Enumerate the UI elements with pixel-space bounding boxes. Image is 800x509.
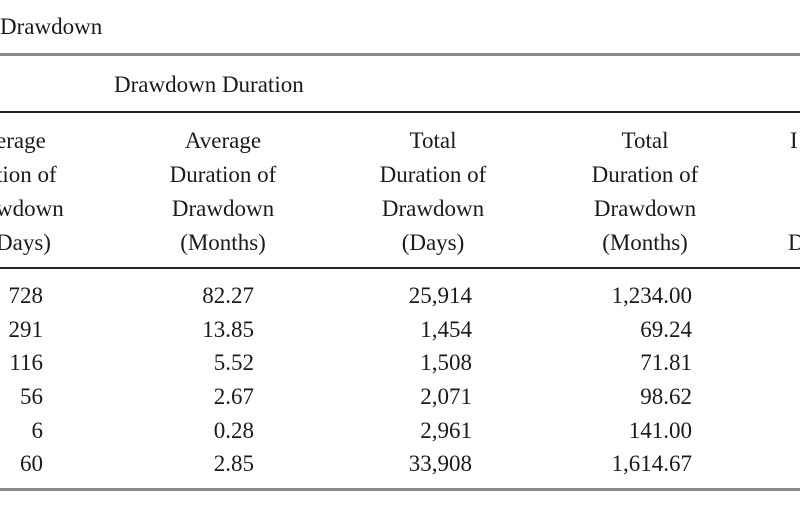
table-cell: 2.85	[213, 451, 254, 476]
table-cell: 25,914	[408, 283, 472, 308]
table-cell: 6	[31, 418, 44, 443]
table-title: Drawdown	[0, 14, 103, 39]
col2-head-line4: (Days)	[401, 230, 465, 255]
col4-head-line4: D	[788, 230, 800, 255]
col3-head-line4: (Months)	[602, 230, 688, 255]
table-cell: 1,508	[420, 350, 472, 375]
col0-head-line4: Days)	[0, 230, 51, 255]
table-cell: 2.67	[213, 384, 254, 409]
table-cell: 33,908	[408, 451, 472, 476]
col3-head-line3: Drawdown	[593, 196, 697, 221]
table-cell: 1,614.67	[611, 451, 693, 476]
table-cell: 116	[9, 350, 43, 375]
table-cell: 728	[8, 283, 44, 308]
table-cell: 0.28	[213, 418, 254, 443]
col1-head-line2: Duration of	[169, 162, 277, 187]
table-cell: 82.27	[202, 283, 254, 308]
table-cell: 2,961	[420, 418, 472, 443]
table-cell: 1,454	[420, 317, 472, 342]
table-cell: 291	[8, 317, 44, 342]
bottom-rule	[0, 488, 800, 491]
col2-head-line1: Total	[409, 128, 457, 153]
col1-head-line1: Average	[184, 128, 262, 153]
table-cell: 5.52	[213, 350, 254, 375]
table-cell: 13.85	[202, 317, 254, 342]
table-cell: 141.00	[628, 418, 692, 443]
col2-head-line3: Drawdown	[381, 196, 485, 221]
header-rule	[0, 267, 800, 269]
table-cell: 71.81	[640, 350, 692, 375]
col0-head-line2: tion of	[0, 162, 57, 187]
table-cell: 56	[20, 384, 43, 409]
group-rule	[0, 111, 800, 113]
top-rule	[0, 53, 800, 56]
table-cell: 69.24	[640, 317, 692, 342]
table-cell: 2,071	[420, 384, 472, 409]
col1-head-line4: (Months)	[180, 230, 266, 255]
col1-head-line3: Drawdown	[171, 196, 275, 221]
col3-head-line2: Duration of	[591, 162, 699, 187]
table-cell: 60	[20, 451, 43, 476]
table-cell: 1,234.00	[611, 283, 693, 308]
col0-head-line3: wdown	[0, 196, 64, 221]
group-header: Drawdown Duration	[114, 72, 304, 97]
col2-head-line2: Duration of	[379, 162, 487, 187]
col4-head-line1: I	[790, 128, 798, 153]
col3-head-line1: Total	[621, 128, 669, 153]
col0-head-line1: erage	[0, 128, 46, 153]
table-cell: 98.62	[640, 384, 692, 409]
